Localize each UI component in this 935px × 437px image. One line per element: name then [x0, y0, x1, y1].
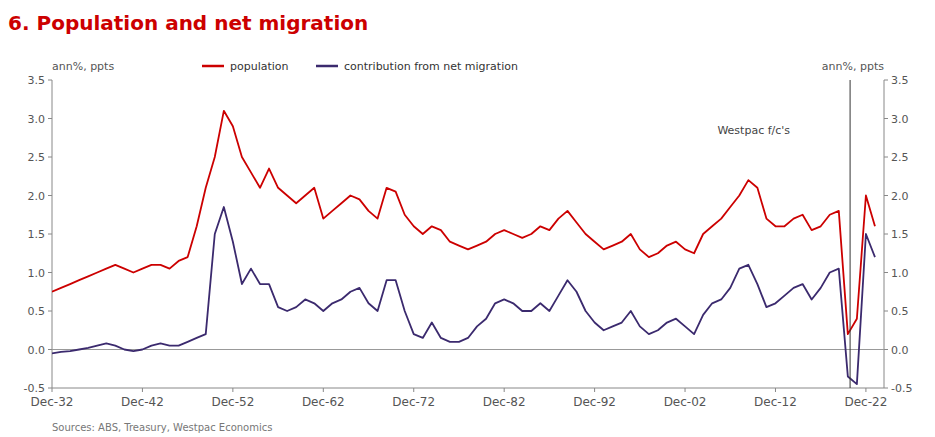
y-tick — [48, 234, 52, 235]
x-tick — [323, 388, 324, 392]
y-tick — [48, 388, 52, 389]
x-tick — [504, 388, 505, 392]
y2-tick — [884, 118, 888, 119]
y2-tick-label: 0.0 — [891, 344, 909, 357]
y-tick-label: 2.5 — [28, 151, 46, 164]
legend-label: population — [230, 60, 289, 73]
forecast-line — [850, 80, 851, 388]
y-axis: -0.5 0.0 0.5 1.0 1.5 2.0 2.5 3.0 3.5 — [24, 74, 52, 395]
x-tick — [52, 388, 53, 392]
y2-tick-label: 1.5 — [891, 228, 909, 241]
y2-tick-label: 2.5 — [891, 151, 909, 164]
series-line — [52, 207, 875, 384]
y2-tick-label: 0.5 — [891, 305, 909, 318]
y2-tick-label: 3.0 — [891, 113, 909, 126]
x-tick — [775, 388, 776, 392]
y2-axis: -0.5 0.0 0.5 1.0 1.5 2.0 2.5 3.0 3.5 — [884, 74, 912, 395]
x-tick — [232, 388, 233, 392]
x-tick-label: Dec-62 — [302, 395, 345, 409]
x-axis-line — [52, 388, 884, 389]
x-tick-label: Dec-82 — [483, 395, 526, 409]
x-tick-label: Dec-72 — [392, 395, 435, 409]
x-tick — [413, 388, 414, 392]
y-tick-label: 2.0 — [28, 190, 46, 203]
y2-tick — [884, 311, 888, 312]
y-tick — [48, 80, 52, 81]
y-tick-label: 0.5 — [28, 305, 46, 318]
chart: 6. Population and net migration ann%, ppt… — [0, 0, 935, 437]
zero-line — [52, 349, 884, 350]
x-tick-label: Dec-02 — [664, 395, 707, 409]
x-tick — [685, 388, 686, 392]
x-tick-label: Dec-32 — [31, 395, 74, 409]
x-tick-label: Dec-12 — [754, 395, 797, 409]
x-tick — [594, 388, 595, 392]
y-tick-label: 0.0 — [28, 344, 46, 357]
y-axis-label: ann%, ppts — [52, 60, 114, 73]
plot-area — [52, 80, 884, 388]
y-tick — [48, 272, 52, 273]
source-note: Sources: ABS, Treasury, Westpac Economic… — [52, 422, 272, 433]
y2-tick — [884, 157, 888, 158]
y-tick — [48, 118, 52, 119]
y2-tick-label: -0.5 — [891, 382, 912, 395]
x-tick-label: Dec-52 — [211, 395, 254, 409]
y2-tick-label: 1.0 — [891, 267, 909, 280]
x-tick-label: Dec-22 — [844, 395, 887, 409]
title: 6. Population and net migration — [8, 11, 368, 35]
y-tick — [48, 157, 52, 158]
y2-tick-label: 2.0 — [891, 190, 909, 203]
legend: population contribution from net migratio… — [202, 60, 518, 73]
y2-tick — [884, 234, 888, 235]
y2-tick-label: 3.5 — [891, 74, 909, 87]
y-tick-label: 3.5 — [28, 74, 46, 87]
y2-tick — [884, 388, 888, 389]
x-tick-label: Dec-92 — [573, 395, 616, 409]
y2-axis-label: ann%, ppts — [822, 60, 884, 73]
y2-tick — [884, 272, 888, 273]
page: {"chart_data": { "type": "line", "title"… — [0, 0, 935, 437]
y2-tick — [884, 349, 888, 350]
x-axis: Dec-32 Dec-42 Dec-52 Dec-62 Dec-72 Dec-82 Dec-… — [31, 388, 888, 409]
y2-tick — [884, 195, 888, 196]
series-line — [52, 111, 875, 334]
x-tick — [865, 388, 866, 392]
y-tick — [48, 311, 52, 312]
y-tick-label: 1.0 — [28, 267, 46, 280]
y2-tick — [884, 80, 888, 81]
y-tick-label: -0.5 — [24, 382, 45, 395]
y-tick-label: 1.5 — [28, 228, 46, 241]
y-tick-label: 3.0 — [28, 113, 46, 126]
y-tick — [48, 349, 52, 350]
forecast-annotation: Westpac f/c's — [717, 124, 790, 137]
legend-label: contribution from net migration — [344, 60, 518, 73]
x-tick-label: Dec-42 — [121, 395, 164, 409]
x-tick — [142, 388, 143, 392]
y-tick — [48, 195, 52, 196]
legend-swatch — [316, 65, 338, 68]
legend-swatch — [202, 65, 224, 68]
